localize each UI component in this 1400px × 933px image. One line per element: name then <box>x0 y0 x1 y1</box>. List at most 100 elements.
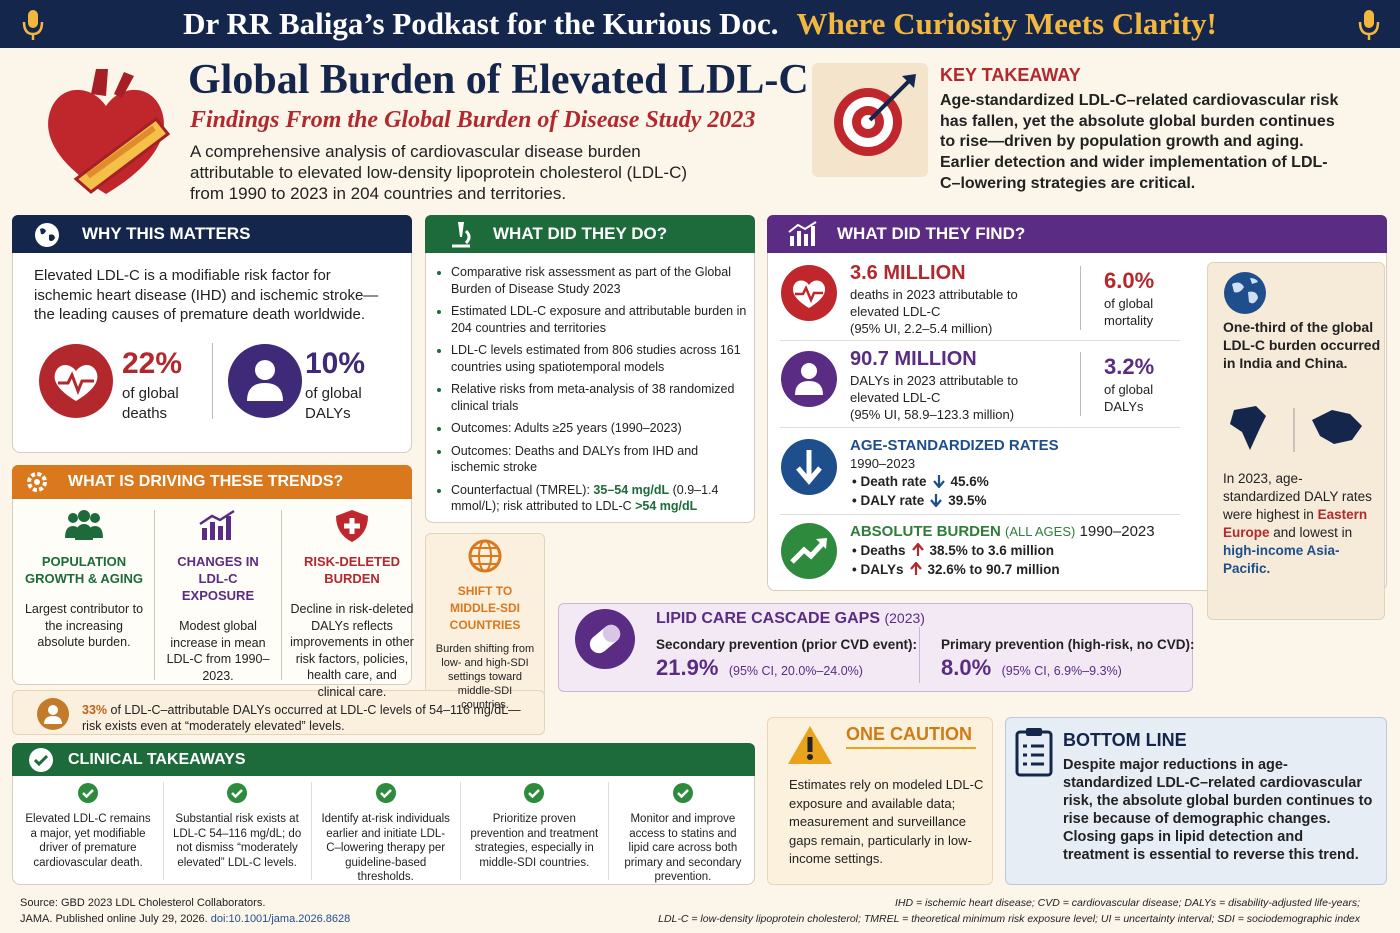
clinical-column: Monitor and improve access to statins an… <box>608 782 756 883</box>
divider <box>154 510 155 680</box>
driver-icon <box>65 510 103 540</box>
check-icon <box>375 783 396 803</box>
clinical-text: Monitor and improve access to statins an… <box>624 813 742 884</box>
stat-value: 22% <box>122 347 183 380</box>
subtitle: Findings From the Global Burden of Disea… <box>190 107 756 133</box>
finding-text: deaths in 2023 attributable to elevated … <box>850 286 1050 337</box>
method-item: Estimated LDL-C exposure and attributabl… <box>451 303 747 336</box>
check-icon <box>227 783 248 803</box>
banner-left: Dr RR Baliga’s Podkast for the Kurious D… <box>183 6 779 41</box>
share-value: 3.2% <box>1104 354 1155 379</box>
absolute-title-line: ABSOLUTE BURDEN (ALL AGES) 1990–2023 <box>850 523 1155 540</box>
rate-value: 32.6% to 90.7 million <box>927 562 1060 577</box>
method-item: LDL-C levels estimated from 806 studies … <box>451 342 747 375</box>
absolute-period: 1990–2023 <box>1079 523 1155 540</box>
footer-source: Source: GBD 2023 LDL Cholesterol Collabo… <box>20 895 350 927</box>
drivers-title: WHAT IS DRIVING THESE TRENDS? <box>68 473 344 490</box>
rate-value: 38.5% to 3.6 million <box>929 543 1055 558</box>
heart-icon <box>781 265 837 321</box>
up-trend-icon <box>781 523 837 579</box>
stat-label: of global deaths <box>122 385 179 422</box>
methods-list: Comparative risk assessment as part of t… <box>437 264 747 521</box>
divider <box>780 427 1180 428</box>
check-icon <box>672 783 693 803</box>
finding-desc: DALYs in 2023 attributable to elevated L… <box>850 373 1019 405</box>
regional-rates: In 2023, age-standardized DALY rates wer… <box>1223 470 1373 578</box>
abbreviations: LDL-C = low-density lipoprotein choleste… <box>658 913 1360 925</box>
shift-card <box>425 533 545 698</box>
method-item: Outcomes: Adults ≥25 years (1990–2023) <box>451 420 747 437</box>
rate-label: Death rate <box>860 474 927 489</box>
globe-icon <box>35 223 59 247</box>
caution-text: Estimates rely on modeled LDL-C exposure… <box>789 777 984 866</box>
why-header: WHY THIS MATTERS <box>12 215 412 253</box>
description: A comprehensive analysis of cardiovascul… <box>190 142 688 203</box>
rates-title: AGE-STANDARDIZED RATES <box>850 437 1059 454</box>
highest-region: Eastern Europe <box>1223 507 1368 540</box>
method-item: Relative risks from meta-analysis of 38 … <box>451 381 747 414</box>
drivers-card <box>12 465 412 685</box>
banner-text: Dr RR Baliga’s Podkast for the Kurious D… <box>0 0 1400 48</box>
driver-column: RISK-DELETED BURDEN Decline in risk-delet… <box>283 508 421 700</box>
finding-text: DALYs in 2023 attributable to elevated L… <box>850 372 1050 423</box>
driver-text: Decline in risk-deleted DALYs reflects i… <box>290 602 414 699</box>
divider <box>1080 352 1081 416</box>
down-arrow-icon <box>781 439 837 495</box>
up-arrow <box>909 561 922 575</box>
rate-label: Deaths <box>860 543 906 558</box>
caution-title: ONE CAUTION <box>846 724 972 744</box>
citation: JAMA. Published online July 29, 2026. <box>20 913 208 925</box>
divider <box>281 510 282 680</box>
finding-desc: deaths in 2023 attributable to elevated … <box>850 287 1018 319</box>
clinical-text: Prioritize proven prevention and treatme… <box>470 813 599 869</box>
driver-text: Largest contributor to the increasing ab… <box>24 602 144 649</box>
lipid-stat: 8.0% (95% CI, 6.9%–9.3%) <box>941 655 1122 681</box>
lipid-value: 8.0% <box>941 655 992 680</box>
driver-text: Modest global increase in mean LDL-C fro… <box>166 619 270 683</box>
map-icons <box>1230 406 1362 452</box>
lipid-year: (2023) <box>884 610 925 626</box>
finding-value: 3.6 MILLION <box>850 262 966 284</box>
divider <box>212 343 213 419</box>
pill-icon <box>575 609 635 669</box>
rate-label: DALY rate <box>860 493 925 508</box>
note-body: of LDL-C–attributable DALYs occurred at … <box>82 703 521 733</box>
chart-icon <box>788 221 817 246</box>
bottom-line-card <box>1005 717 1387 885</box>
banner <box>0 0 1400 48</box>
absolute-qualifier: (ALL AGES) <box>1005 524 1076 539</box>
rate-row: • Death rate 45.6% <box>852 474 989 489</box>
clinical-column: Elevated LDL-C remains a major, yet modi… <box>14 782 162 880</box>
microscope-icon <box>452 222 471 248</box>
target-icon <box>834 74 916 156</box>
takeaway-title: KEY TAKEAWAY <box>940 65 1081 85</box>
drivers-header: WHAT IS DRIVING THESE TRENDS? <box>12 465 412 499</box>
driver-column: CHANGES IN LDL-C EXPOSURE Modest global i… <box>156 508 280 684</box>
stat-value: 10% <box>305 347 366 380</box>
rate-row: • DALY rate 39.5% <box>852 493 987 508</box>
stat-label: of global DALYs <box>305 385 362 422</box>
clinical-column: Substantial risk exists at LDL-C 54–116 … <box>162 782 311 880</box>
driver-icon <box>468 539 502 573</box>
mic-icon <box>22 10 44 40</box>
counterfactual-part: (0.9–1.4 mmol/L); <box>451 482 719 514</box>
method-item: Counterfactual (TMREL): 35–54 mg/dL (0.9… <box>451 482 747 515</box>
source: Source: GBD 2023 LDL Cholesterol Collabo… <box>20 897 266 909</box>
why-text: Elevated LDL-C is a modifiable risk fact… <box>34 267 379 323</box>
lipid-value: 21.9% <box>656 655 719 680</box>
person-stat-icon <box>228 344 302 418</box>
gear-icon <box>27 472 47 492</box>
findings-title: WHAT DID THEY FIND? <box>837 224 1026 243</box>
rate-row: • DALYs 32.6% to 90.7 million <box>852 561 1060 577</box>
bottom-line-text: Despite major reductions in age-standard… <box>1063 757 1373 863</box>
lowest-region: high-income Asia-Pacific. <box>1223 543 1340 576</box>
driver-title: RISK-DELETED BURDEN <box>303 554 401 586</box>
takeaway-text: Age-standardized LDL-C–related cardiovas… <box>940 92 1339 192</box>
rates-connector: and lowest in <box>1273 525 1353 540</box>
heart-stat-icon <box>39 344 113 418</box>
counterfactual-part: Counterfactual (TMREL): <box>451 482 590 497</box>
clinical-column: Prioritize proven prevention and treatme… <box>459 782 608 880</box>
clinical-text: Elevated LDL-C remains a major, yet modi… <box>25 813 151 869</box>
up-arrow <box>911 542 924 556</box>
lipid-ci: (95% CI, 20.0%–24.0%) <box>728 664 863 678</box>
